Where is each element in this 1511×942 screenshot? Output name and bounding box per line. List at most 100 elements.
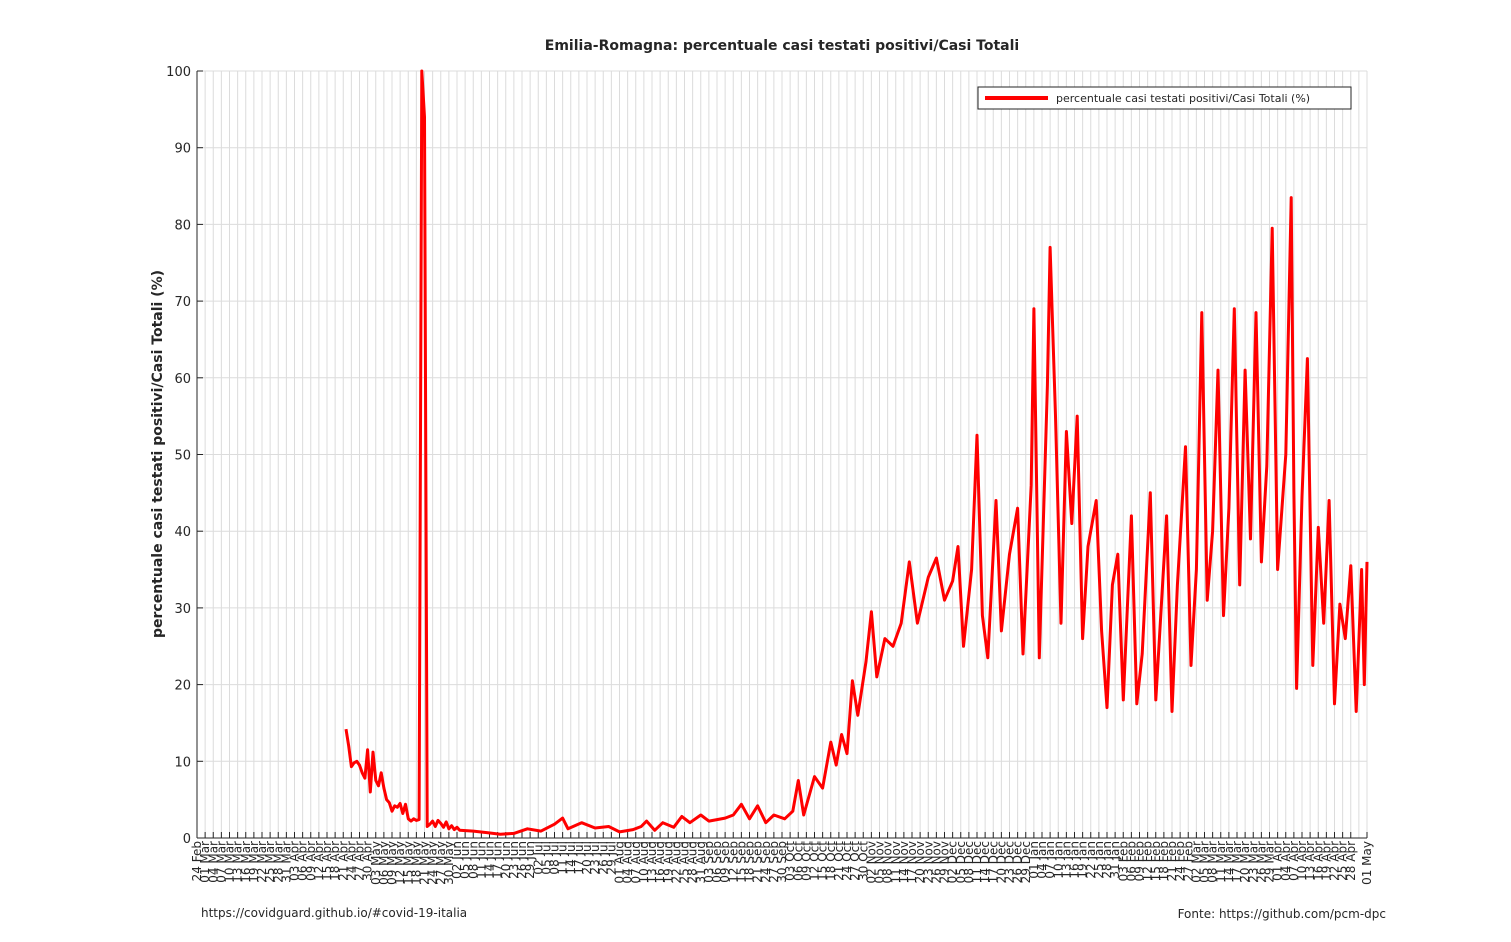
x-tick-label: 06 Feb <box>1124 841 1138 881</box>
x-tick-label: 04 Jan <box>1035 841 1049 879</box>
footer-source: Fonte: https://github.com/pcm-dpc <box>1177 907 1386 921</box>
x-tick-label: 13 Aug <box>645 841 659 884</box>
x-tick-label: 20 Jul <box>580 841 594 875</box>
x-tick-label: 26 Nov <box>929 841 943 884</box>
x-tick-label: 02 Nov <box>864 841 878 884</box>
x-tick-label: 23 Jun <box>507 841 521 879</box>
x-tick-label: 29 Mar <box>1263 841 1277 883</box>
x-tick-label: 16 Aug <box>653 841 667 884</box>
x-tick-label: 24 Feb <box>1173 841 1187 881</box>
x-tick-label: 22 Mar <box>255 841 269 883</box>
x-tick-label: 28 Aug <box>686 841 700 884</box>
x-tick-label: 23 Mar <box>1246 841 1260 883</box>
y-axis-label: percentuale casi testati positivi/Casi T… <box>150 270 166 638</box>
x-tick-label: 18 Oct <box>824 841 838 881</box>
x-tick-label: 12 Sep <box>726 841 740 883</box>
x-tick-label: 08 Dec <box>962 841 976 883</box>
y-gridlines <box>197 70 1367 762</box>
x-tick-label: 22 Apr <box>1328 841 1342 881</box>
footer-left-url: https://covidguard.github.io/#covid-19-i… <box>201 906 468 920</box>
x-tick-label: 26 Dec <box>1011 841 1025 883</box>
y-tick-label: 0 <box>183 832 191 847</box>
x-tick-label: 11 Dec <box>970 841 984 883</box>
x-tick-label: 17 Mar <box>1230 841 1244 883</box>
x-tick-label: 05 Jun <box>458 841 472 879</box>
x-tick-label: 06 May <box>377 841 391 885</box>
y-tick-label: 60 <box>174 372 191 387</box>
x-tick-label: 29 Nov <box>938 841 952 884</box>
x-tick-label: 11 Jul <box>556 841 570 875</box>
x-tick-label: 27 Apr <box>353 841 367 881</box>
x-tick-label: 01 Aug <box>613 841 627 884</box>
x-tick-label: 19 Apr <box>1319 841 1333 881</box>
x-tick-label: 08 Jun <box>466 841 480 879</box>
x-tick-label: 24 Feb <box>190 841 204 881</box>
x-tick-label: 18 Apr <box>328 841 342 881</box>
x-tick-label: 03 Apr <box>288 841 302 881</box>
x-tick-label: 05 Dec <box>954 841 968 883</box>
x-tick-label: 29 Dec <box>1019 841 1033 883</box>
x-tick-label: 21 Oct <box>832 841 846 881</box>
y-tick-label: 100 <box>166 65 191 80</box>
x-tick-label: 01 Apr <box>1271 841 1285 881</box>
x-tick-label: 10 Mar <box>223 841 237 883</box>
x-tick-label: 13 Apr <box>1303 841 1317 881</box>
x-tick-label: 02 Dec <box>946 841 960 883</box>
x-tick-label: 27 Oct <box>848 841 862 881</box>
x-tick-label: 23 Dec <box>1003 841 1017 883</box>
x-tick-label: 21 Feb <box>1165 841 1179 881</box>
axes <box>196 71 1367 839</box>
x-tick-label: 16 Apr <box>1311 841 1325 881</box>
x-tick-label: 17 Nov <box>905 841 919 884</box>
x-tick-label: 18 Sep <box>743 841 757 883</box>
x-tick-label: 04 Apr <box>1279 841 1293 881</box>
x-tick-label: 03 Feb <box>1116 841 1130 881</box>
x-tick-label: 06 Oct <box>791 841 805 881</box>
x-tick-label: 08 Mar <box>1206 841 1220 883</box>
x-tick-label: 20 Dec <box>994 841 1008 883</box>
x-tick-label: 02 Jul <box>531 841 545 875</box>
x-tick-label: 12 Oct <box>808 841 822 881</box>
x-tick-label: 31 Jan <box>1108 841 1122 879</box>
x-tick-label: 16 Jan <box>1068 841 1082 879</box>
x-tick-label: 02 Mar <box>1189 841 1203 883</box>
x-tick-label: 14 Jul <box>564 841 578 875</box>
legend-box <box>977 86 1352 110</box>
x-tick-label: 21 Apr <box>336 841 350 881</box>
y-tick-label: 80 <box>174 218 191 233</box>
x-tick-label: 10 Jan <box>1051 841 1065 879</box>
x-tick-label: 17 Jun <box>491 841 505 879</box>
x-tick-label: 06 Apr <box>296 841 310 881</box>
x-tick-label: 09 Apr <box>304 841 318 881</box>
y-tick-label: 20 <box>174 679 191 694</box>
legend-label: percentuale casi testati positivi/Casi T… <box>1056 92 1310 105</box>
x-tick-label: 09 Sep <box>718 841 732 883</box>
y-tick-label: 90 <box>174 142 191 157</box>
x-tick-label: 17 Dec <box>986 841 1000 883</box>
x-tick-label: 07 Jan <box>1043 841 1057 879</box>
x-tick-label: 16 Mar <box>239 841 253 883</box>
x-tick-label: 13 Mar <box>231 841 245 883</box>
x-tick-label: 24 Oct <box>840 841 854 881</box>
x-tick-label: 21 Sep <box>751 841 765 883</box>
x-tick-label: 23 Nov <box>921 841 935 884</box>
x-tick-label: 25 Apr <box>1336 841 1350 881</box>
x-tick-label: 20 Nov <box>913 841 927 884</box>
y-tick-label: 40 <box>174 525 191 540</box>
x-tick-label: 25 Mar <box>263 841 277 883</box>
x-tick-label: 05 Jul <box>539 841 553 875</box>
x-tick-label: 15 Feb <box>1149 841 1163 881</box>
x-tick-label: 09 May <box>385 841 399 885</box>
x-tick-label: 31 Mar <box>279 841 293 883</box>
x-tick-label: 20 Jun <box>499 841 513 879</box>
y-tick-label: 10 <box>174 755 191 770</box>
x-tick-label: 21 May <box>418 841 432 885</box>
x-tick-label: 14 Dec <box>978 841 992 883</box>
x-tick-label: 27 May <box>434 841 448 885</box>
x-tick-label: 03 Sep <box>702 841 716 883</box>
x-tick-label: 04 Mar <box>206 841 220 883</box>
x-tick-label: 07 Mar <box>214 841 228 883</box>
series-line <box>344 69 1369 836</box>
